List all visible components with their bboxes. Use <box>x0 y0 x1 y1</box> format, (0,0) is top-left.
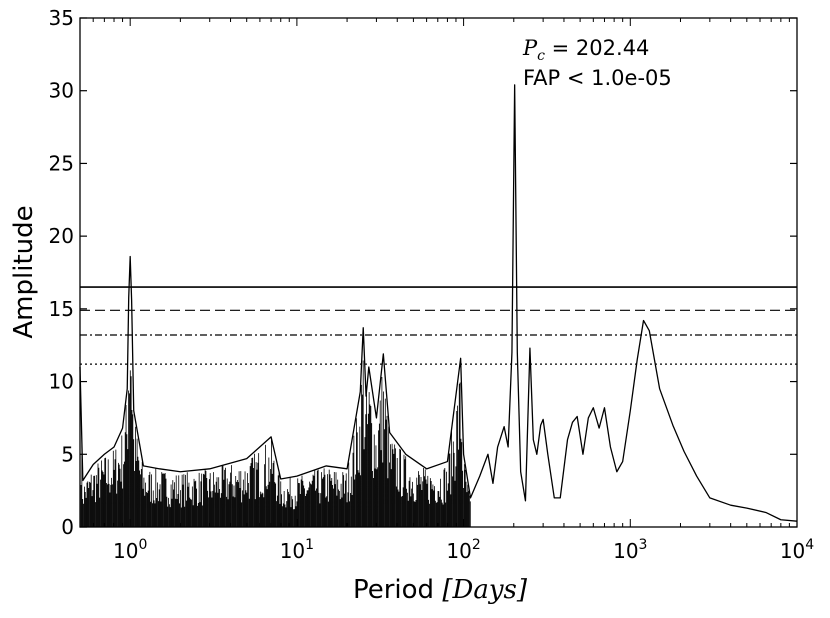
x-tick-label: 103 <box>613 537 647 563</box>
x-tick-label: 101 <box>280 537 314 563</box>
y-tick-label: 15 <box>49 297 74 321</box>
y-tick-label: 0 <box>61 515 74 539</box>
y-tick-label: 20 <box>49 224 74 248</box>
fap-annotation: FAP < 1.0e-05 <box>523 66 672 90</box>
period-annotation: Pc = 202.44 <box>522 36 649 64</box>
plot-frame <box>79 17 798 528</box>
y-tick-label: 5 <box>61 442 74 466</box>
y-tick-label: 25 <box>49 151 74 175</box>
x-axis-label: Period [Days] <box>353 575 528 605</box>
y-tick-label: 30 <box>49 79 74 103</box>
y-axis-label: Amplitude <box>9 205 39 338</box>
threshold-lines <box>80 286 797 365</box>
x-tick-label: 100 <box>113 537 147 563</box>
y-tick-label: 35 <box>49 6 74 30</box>
y-tick-label: 10 <box>49 370 74 394</box>
x-tick-label: 102 <box>446 537 480 563</box>
noise-spikes <box>80 360 471 527</box>
axis-ticks: 0 5 10 15 20 25 30 35 100 101 102 103 104 <box>49 6 815 563</box>
series-line-0 <box>79 84 798 522</box>
x-tick-label: 104 <box>780 537 814 563</box>
noise-band <box>80 360 471 527</box>
series-layer <box>79 84 798 522</box>
